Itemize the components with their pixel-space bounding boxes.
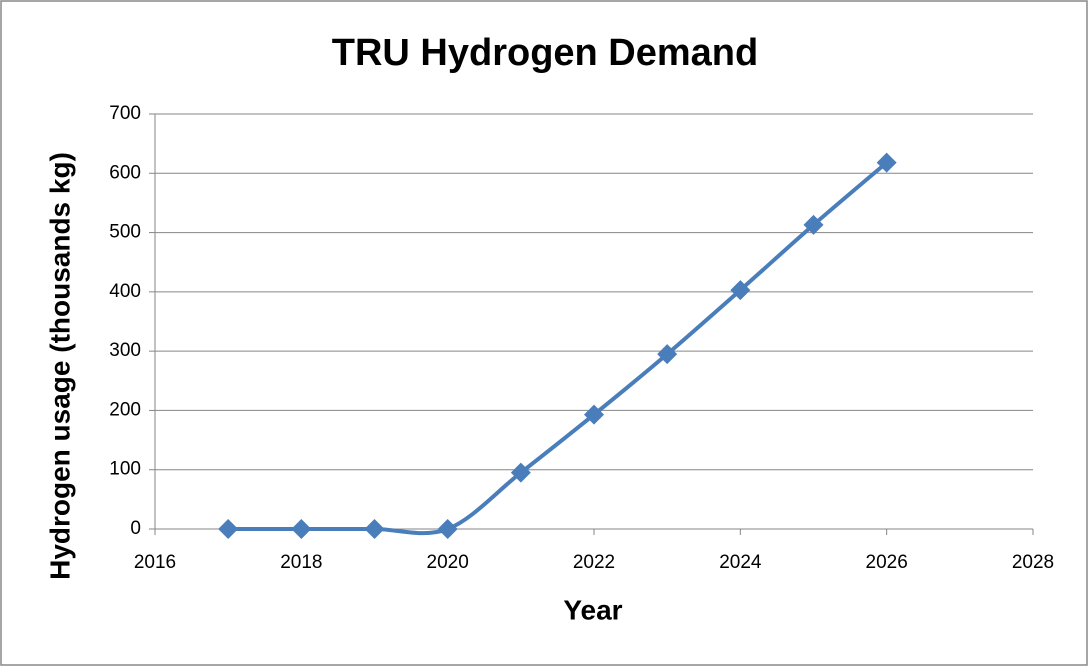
y-tick-label: 500 <box>109 222 141 243</box>
x-tick-label: 2024 <box>719 552 762 573</box>
marker <box>657 344 678 365</box>
marker <box>364 519 385 539</box>
series-line <box>228 161 888 536</box>
marker <box>803 214 824 235</box>
marker <box>218 519 239 539</box>
x-tick-label: 2022 <box>573 552 615 573</box>
x-tick-label: 2018 <box>280 552 322 573</box>
y-tick-label: 300 <box>109 340 141 361</box>
y-tick-label: 400 <box>109 281 141 302</box>
x-tick-label: 2028 <box>1012 552 1054 573</box>
x-axis-title: Year <box>563 594 622 625</box>
y-tick-label: 600 <box>109 162 141 183</box>
y-tick-label: 0 <box>130 518 141 539</box>
y-tick-label: 700 <box>109 103 141 124</box>
chart-title: TRU Hydrogen Demand <box>332 32 758 74</box>
marker <box>291 519 312 539</box>
marker <box>730 280 751 301</box>
y-tick-label: 100 <box>109 459 141 480</box>
marker <box>584 404 604 425</box>
y-tick-label: 200 <box>109 399 141 420</box>
x-tick-label: 2020 <box>427 552 469 573</box>
y-axis-title: Hydrogen usage (thousands kg) <box>44 152 75 580</box>
marker <box>510 462 531 483</box>
x-tick-label: 2016 <box>134 552 176 573</box>
x-tick-label: 2026 <box>866 552 908 573</box>
marker <box>876 152 897 173</box>
marker <box>437 519 458 539</box>
